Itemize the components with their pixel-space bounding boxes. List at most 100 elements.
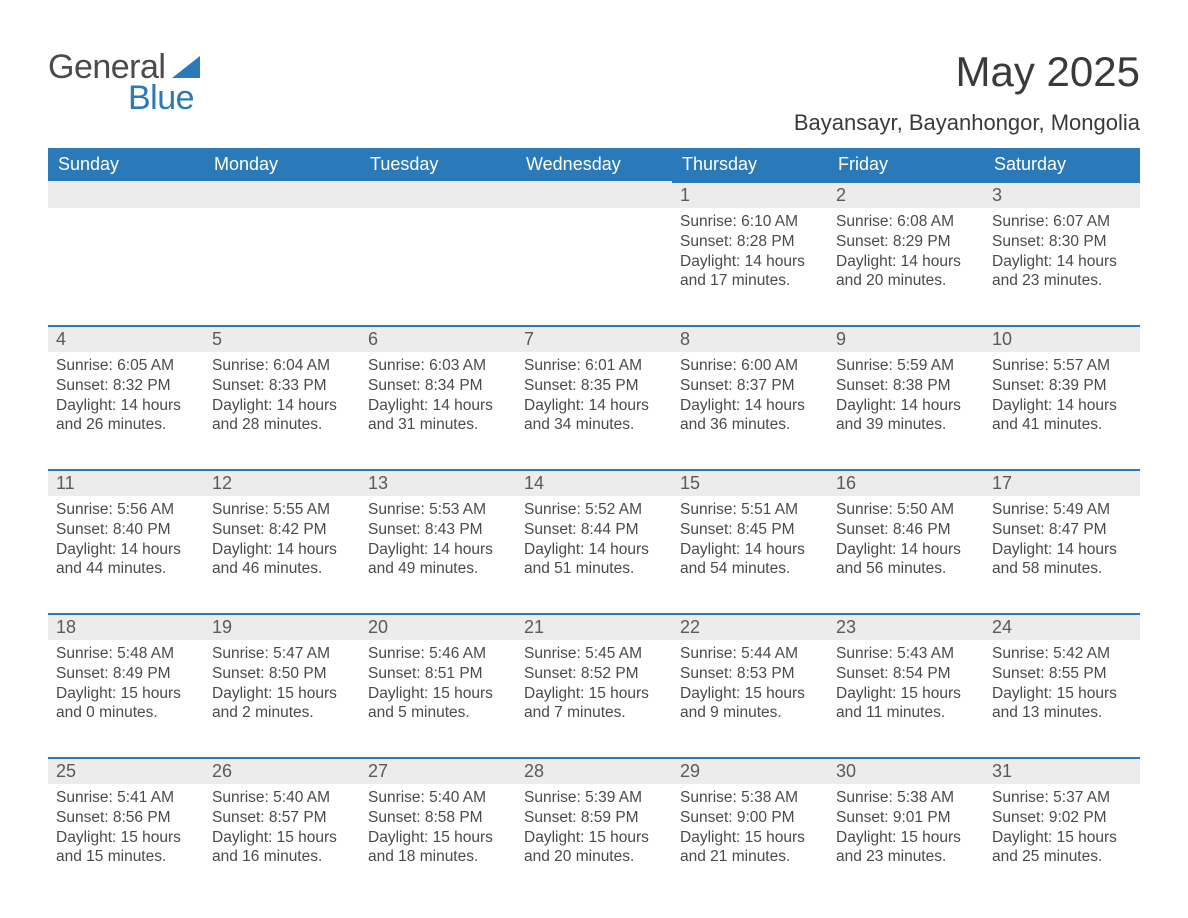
day-body: Sunrise: 5:43 AMSunset: 8:54 PMDaylight:… [828,640,984,729]
day-cell: 7 Sunrise: 6:01 AMSunset: 8:35 PMDaylight… [516,325,672,451]
day-number: 7 [524,329,534,349]
day-number-bar: 6 [360,325,516,352]
day-body [48,208,204,218]
day-number-bar: 2 [828,181,984,208]
daylight-line-2: and 21 minutes. [680,847,820,867]
daylight-line-1: Daylight: 14 hours [524,540,664,560]
day-cell: 11Sunrise: 5:56 AMSunset: 8:40 PMDayligh… [48,469,204,595]
day-body: Sunrise: 5:42 AMSunset: 8:55 PMDaylight:… [984,640,1140,729]
daylight-line-2: and 9 minutes. [680,703,820,723]
sunrise-line: Sunrise: 6:03 AM [368,356,508,376]
day-cell: 19Sunrise: 5:47 AMSunset: 8:50 PMDayligh… [204,613,360,739]
day-cell: 12Sunrise: 5:55 AMSunset: 8:42 PMDayligh… [204,469,360,595]
daylight-line-2: and 25 minutes. [992,847,1132,867]
sunset-line: Sunset: 8:43 PM [368,520,508,540]
sunrise-line: Sunrise: 5:42 AM [992,644,1132,664]
sunset-line: Sunset: 8:34 PM [368,376,508,396]
sunset-line: Sunset: 8:40 PM [56,520,196,540]
logo: General Blue [48,48,200,118]
day-number: 12 [212,473,232,493]
day-body: Sunrise: 5:56 AMSunset: 8:40 PMDaylight:… [48,496,204,585]
day-number-bar: 10 [984,325,1140,352]
sunrise-line: Sunrise: 6:07 AM [992,212,1132,232]
day-cell: 31Sunrise: 5:37 AMSunset: 9:02 PMDayligh… [984,757,1140,883]
day-cell: 17Sunrise: 5:49 AMSunset: 8:47 PMDayligh… [984,469,1140,595]
day-cell: 3Sunrise: 6:07 AMSunset: 8:30 PMDaylight… [984,181,1140,307]
day-number-bar: 19 [204,613,360,640]
day-cell: 29Sunrise: 5:38 AMSunset: 9:00 PMDayligh… [672,757,828,883]
sunset-line: Sunset: 8:49 PM [56,664,196,684]
sunrise-line: Sunrise: 5:50 AM [836,500,976,520]
day-number: 9 [836,329,846,349]
day-body: Sunrise: 6:04 AMSunset: 8:33 PMDaylight:… [204,352,360,441]
sunset-line: Sunset: 8:37 PM [680,376,820,396]
sunset-line: Sunset: 8:39 PM [992,376,1132,396]
day-number [368,185,373,205]
day-cell: 15Sunrise: 5:51 AMSunset: 8:45 PMDayligh… [672,469,828,595]
daylight-line-1: Daylight: 15 hours [212,684,352,704]
weekday-header: Wednesday [516,148,672,181]
day-body: Sunrise: 6:10 AMSunset: 8:28 PMDaylight:… [672,208,828,297]
daylight-line-2: and 56 minutes. [836,559,976,579]
day-number-bar: 22 [672,613,828,640]
daylight-line-2: and 23 minutes. [992,271,1132,291]
day-body [360,208,516,218]
sunrise-line: Sunrise: 5:55 AM [212,500,352,520]
day-cell: 10Sunrise: 5:57 AMSunset: 8:39 PMDayligh… [984,325,1140,451]
sunset-line: Sunset: 8:28 PM [680,232,820,252]
daylight-line-1: Daylight: 15 hours [992,828,1132,848]
sunrise-line: Sunrise: 5:40 AM [212,788,352,808]
logo-word2: Blue [128,79,200,118]
day-number: 22 [680,617,700,637]
daylight-line-1: Daylight: 15 hours [836,684,976,704]
day-number: 1 [680,185,690,205]
daylight-line-1: Daylight: 14 hours [524,396,664,416]
sunrise-line: Sunrise: 5:59 AM [836,356,976,376]
day-number: 15 [680,473,700,493]
week-row: 18Sunrise: 5:48 AMSunset: 8:49 PMDayligh… [48,613,1140,739]
daylight-line-1: Daylight: 14 hours [368,396,508,416]
day-cell: 6 Sunrise: 6:03 AMSunset: 8:34 PMDaylight… [360,325,516,451]
sunset-line: Sunset: 8:46 PM [836,520,976,540]
day-number: 23 [836,617,856,637]
day-number-bar: 27 [360,757,516,784]
day-body: Sunrise: 6:03 AMSunset: 8:34 PMDaylight:… [360,352,516,441]
sunset-line: Sunset: 8:59 PM [524,808,664,828]
week-gap [48,739,1140,757]
day-body: Sunrise: 5:37 AMSunset: 9:02 PMDaylight:… [984,784,1140,873]
day-number-bar: 21 [516,613,672,640]
day-body: Sunrise: 6:05 AMSunset: 8:32 PMDaylight:… [48,352,204,441]
day-number: 24 [992,617,1012,637]
day-number: 28 [524,761,544,781]
daylight-line-2: and 31 minutes. [368,415,508,435]
day-cell [516,181,672,307]
day-number: 6 [368,329,378,349]
day-number-bar: 16 [828,469,984,496]
daylight-line-1: Daylight: 15 hours [680,828,820,848]
daylight-line-2: and 23 minutes. [836,847,976,867]
day-cell: 2Sunrise: 6:08 AMSunset: 8:29 PMDaylight… [828,181,984,307]
sunset-line: Sunset: 8:56 PM [56,808,196,828]
sunrise-line: Sunrise: 5:47 AM [212,644,352,664]
daylight-line-1: Daylight: 15 hours [368,828,508,848]
daylight-line-1: Daylight: 15 hours [56,684,196,704]
title-block: May 2025 Bayansayr, Bayanhongor, Mongoli… [794,48,1140,136]
day-number: 26 [212,761,232,781]
daylight-line-2: and 49 minutes. [368,559,508,579]
day-cell: 4Sunrise: 6:05 AMSunset: 8:32 PMDaylight… [48,325,204,451]
day-body: Sunrise: 5:52 AMSunset: 8:44 PMDaylight:… [516,496,672,585]
daylight-line-2: and 16 minutes. [212,847,352,867]
day-number-bar: 5 [204,325,360,352]
daylight-line-1: Daylight: 14 hours [836,540,976,560]
day-body: Sunrise: 6:08 AMSunset: 8:29 PMDaylight:… [828,208,984,297]
day-number: 27 [368,761,388,781]
day-cell: 26 Sunrise: 5:40 AMSunset: 8:57 PMDayligh… [204,757,360,883]
day-cell: 30Sunrise: 5:38 AMSunset: 9:01 PMDayligh… [828,757,984,883]
day-body: Sunrise: 5:40 AMSunset: 8:57 PMDaylight:… [204,784,360,873]
weekday-header: Saturday [984,148,1140,181]
daylight-line-1: Daylight: 14 hours [680,540,820,560]
sunset-line: Sunset: 8:45 PM [680,520,820,540]
daylight-line-2: and 18 minutes. [368,847,508,867]
day-number-bar: 8 [672,325,828,352]
day-body: Sunrise: 6:01 AMSunset: 8:35 PMDaylight:… [516,352,672,441]
